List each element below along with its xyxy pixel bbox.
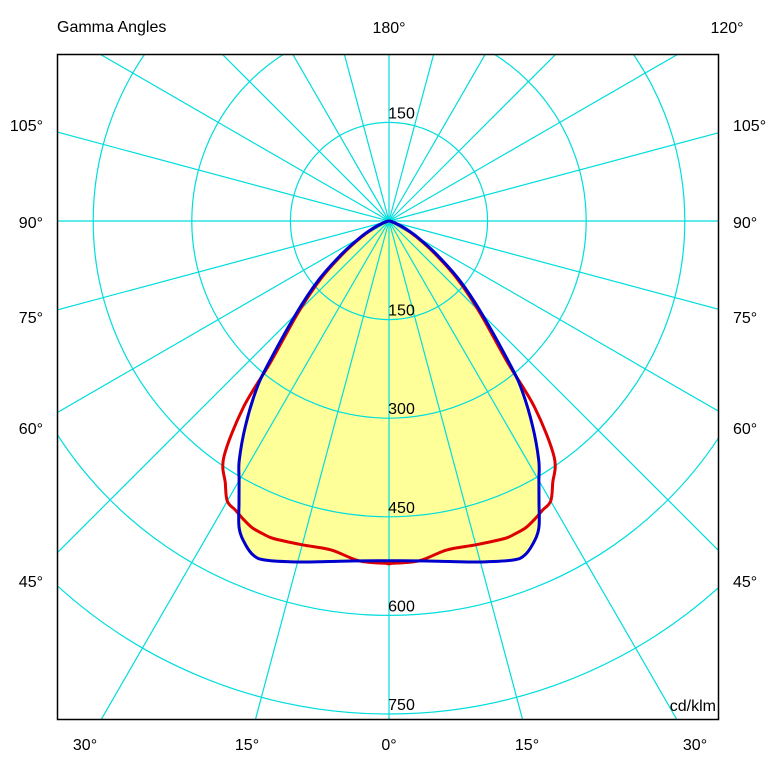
ring-tick-label: 750 <box>388 697 415 714</box>
gamma-angle-label: 105° <box>733 118 766 135</box>
grid-ray <box>57 220 390 311</box>
gamma-angle-label: 45° <box>733 574 757 591</box>
grid-ray <box>388 54 679 222</box>
unit-label: cd/klm <box>670 698 716 715</box>
gamma-angle-label: 60° <box>19 421 43 438</box>
grid-ray <box>100 220 390 720</box>
gamma-angle-label: 30° <box>683 737 707 754</box>
gamma-angle-label: 15° <box>515 737 539 754</box>
gamma-angle-label: 60° <box>733 421 757 438</box>
gamma-angle-label: 75° <box>19 310 43 327</box>
grid-ray <box>57 220 390 414</box>
ring-tick-label: 600 <box>388 598 415 615</box>
chart-title: Gamma Angles <box>57 19 167 36</box>
gamma-angle-label: 15° <box>235 737 259 754</box>
grid-ray <box>343 54 390 222</box>
gamma-angle-label: 30° <box>73 737 97 754</box>
grid-ray <box>388 220 719 310</box>
gamma-angle-label: 90° <box>733 215 757 232</box>
ring-tick-label: 150 <box>388 303 415 320</box>
grid-ray <box>388 54 486 222</box>
gamma-angle-label: 105° <box>10 118 43 135</box>
ring-tick-label: 150 <box>388 105 415 122</box>
grid-ray <box>57 131 390 222</box>
grid-ray <box>292 54 390 222</box>
gamma-angle-label: 120° <box>710 20 743 37</box>
grid-ray <box>388 132 719 222</box>
grid-ray <box>388 220 524 720</box>
gamma-angle-label: 180° <box>372 20 405 37</box>
gamma-angle-label: 90° <box>19 215 43 232</box>
grid-ray <box>388 220 678 720</box>
grid-ray <box>254 220 390 720</box>
grid-ray <box>388 54 435 222</box>
grid-ray <box>99 54 390 222</box>
grid-ray <box>221 54 390 222</box>
gamma-angle-label: 0° <box>381 737 396 754</box>
grid-ray <box>388 54 557 222</box>
ring-tick-label: 450 <box>388 500 415 517</box>
ring-tick-label: 300 <box>388 401 415 418</box>
gamma-angle-label: 45° <box>19 574 43 591</box>
plot-border <box>56 53 720 721</box>
curve-c90-c270 <box>237 219 541 564</box>
gamma-angle-label: 75° <box>733 310 757 327</box>
